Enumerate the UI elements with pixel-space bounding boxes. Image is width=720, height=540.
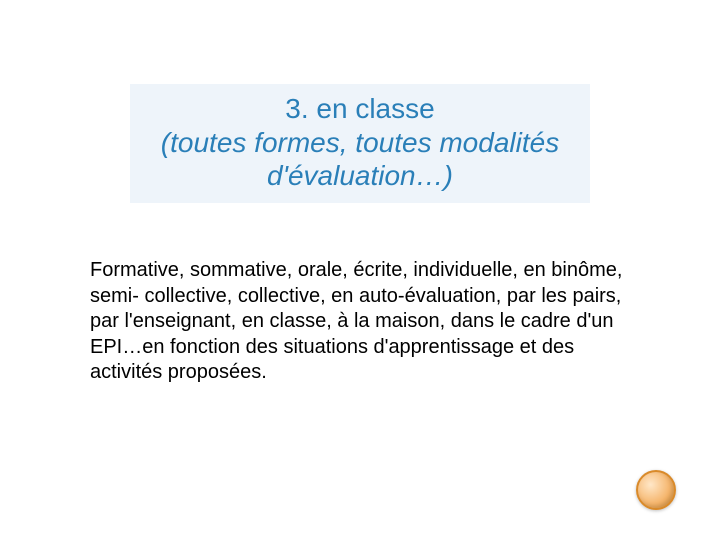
next-slide-button[interactable] bbox=[636, 470, 676, 510]
slide-title-line2: (toutes formes, toutes modalités d'évalu… bbox=[144, 126, 576, 193]
slide-body-text: Formative, sommative, orale, écrite, ind… bbox=[90, 258, 642, 386]
slide-title-line1: 3. en classe bbox=[144, 92, 576, 126]
slide-title-box: 3. en classe (toutes formes, toutes moda… bbox=[130, 84, 590, 203]
